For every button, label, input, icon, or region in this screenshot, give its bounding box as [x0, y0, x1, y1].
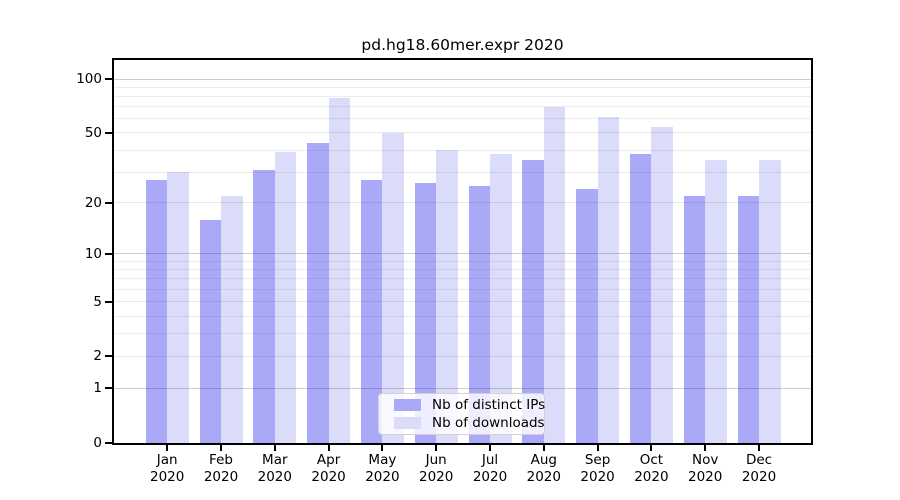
legend-label-distinct-ips: Nb of distinct IPs — [432, 397, 546, 414]
x-tick-mark-may — [381, 445, 384, 451]
bar-nb-of-distinct-ips-mar — [253, 169, 275, 443]
bar-nb-of-downloads-may — [382, 132, 404, 443]
legend-item-distinct-ips: Nb of distinct IPs — [379, 397, 546, 414]
y-tick-label-0: 0 — [93, 435, 102, 451]
y-tick-label-5: 5 — [93, 293, 102, 310]
x-tick-label-feb: Feb 2020 — [203, 452, 239, 485]
legend-swatch-distinct-ips — [394, 399, 421, 412]
legend: Nb of distinct IPs Nb of downloads — [378, 393, 545, 435]
y-tick-mark-5 — [105, 300, 113, 303]
x-tick-mark-nov — [704, 445, 707, 451]
x-tick-label-nov: Nov 2020 — [688, 452, 723, 485]
bar-nb-of-distinct-ips-jun — [414, 183, 437, 443]
x-tick-mark-jul — [489, 445, 491, 451]
y-tick-mark-0 — [105, 442, 113, 444]
y-tick-label-10: 10 — [84, 245, 102, 262]
y-tick-mark-20 — [105, 201, 113, 204]
x-tick-mark-jun — [435, 445, 438, 451]
x-tick-mark-oct — [650, 445, 653, 451]
bar-nb-of-downloads-nov — [705, 160, 727, 443]
y-tick-label-50: 50 — [84, 124, 102, 141]
bar-nb-of-downloads-mar — [274, 152, 297, 443]
x-tick-label-mar: Mar 2020 — [257, 452, 292, 485]
bar-nb-of-distinct-ips-aug — [522, 160, 544, 443]
x-tick-mark-sep — [596, 445, 599, 451]
x-tick-label-dec: Dec 2020 — [741, 452, 777, 485]
x-tick-mark-aug — [542, 445, 545, 451]
bar-nb-of-downloads-oct — [651, 126, 673, 443]
x-tick-label-jun: Jun 2020 — [419, 452, 454, 485]
bar-nb-of-downloads-jun — [436, 150, 458, 443]
bar-nb-of-distinct-ips-feb — [199, 219, 221, 443]
y-tick-mark-100 — [105, 78, 113, 80]
x-tick-mark-dec — [758, 445, 760, 451]
bar-nb-of-distinct-ips-oct — [629, 154, 652, 443]
legend-swatch-downloads — [394, 416, 421, 429]
y-tick-mark-2 — [105, 355, 113, 358]
x-tick-mark-feb — [220, 445, 222, 451]
bar-nb-of-downloads-aug — [543, 106, 566, 443]
y-tick-label-100: 100 — [76, 71, 102, 87]
y-tick-label-1: 1 — [93, 380, 102, 397]
plot-area: Nb of distinct IPs Nb of downloads — [112, 58, 813, 445]
bar-nb-of-distinct-ips-apr — [307, 142, 329, 443]
y-tick-label-2: 2 — [93, 348, 102, 365]
legend-item-downloads: Nb of downloads — [379, 414, 545, 431]
bar-nb-of-distinct-ips-jul — [468, 186, 490, 443]
y-tick-mark-10 — [105, 252, 113, 255]
bar-nb-of-downloads-dec — [759, 160, 781, 443]
bar-nb-of-distinct-ips-dec — [737, 195, 759, 443]
bar-nb-of-downloads-sep — [597, 117, 620, 443]
chart-title: pd.hg18.60mer.expr 2020 — [361, 36, 564, 54]
bar-nb-of-distinct-ips-jan — [145, 180, 168, 443]
y-tick-mark-1 — [105, 387, 113, 390]
bar-nb-of-distinct-ips-nov — [683, 195, 706, 443]
x-tick-label-apr: Apr 2020 — [311, 452, 346, 485]
y-tick-label-20: 20 — [84, 194, 102, 211]
bar-nb-of-downloads-apr — [328, 98, 351, 443]
x-tick-mark-jan — [166, 445, 169, 451]
y-tick-mark-50 — [105, 131, 113, 134]
x-tick-mark-apr — [327, 445, 330, 451]
bar-nb-of-distinct-ips-may — [360, 180, 383, 443]
x-tick-label-aug: Aug 2020 — [526, 452, 561, 485]
x-tick-label-jul: Jul 2020 — [472, 452, 508, 485]
x-tick-label-oct: Oct 2020 — [634, 452, 669, 485]
x-tick-mark-mar — [273, 445, 276, 451]
legend-label-downloads: Nb of downloads — [432, 414, 545, 431]
bar-nb-of-downloads-jul — [490, 154, 512, 443]
x-tick-label-sep: Sep 2020 — [580, 452, 615, 485]
bar-nb-of-downloads-jan — [167, 172, 189, 443]
x-tick-label-jan: Jan 2020 — [150, 452, 185, 485]
bar-nb-of-distinct-ips-sep — [576, 189, 598, 443]
bar-nb-of-downloads-feb — [221, 195, 243, 443]
x-tick-label-may: May 2020 — [365, 452, 400, 485]
bars-layer — [114, 60, 811, 443]
